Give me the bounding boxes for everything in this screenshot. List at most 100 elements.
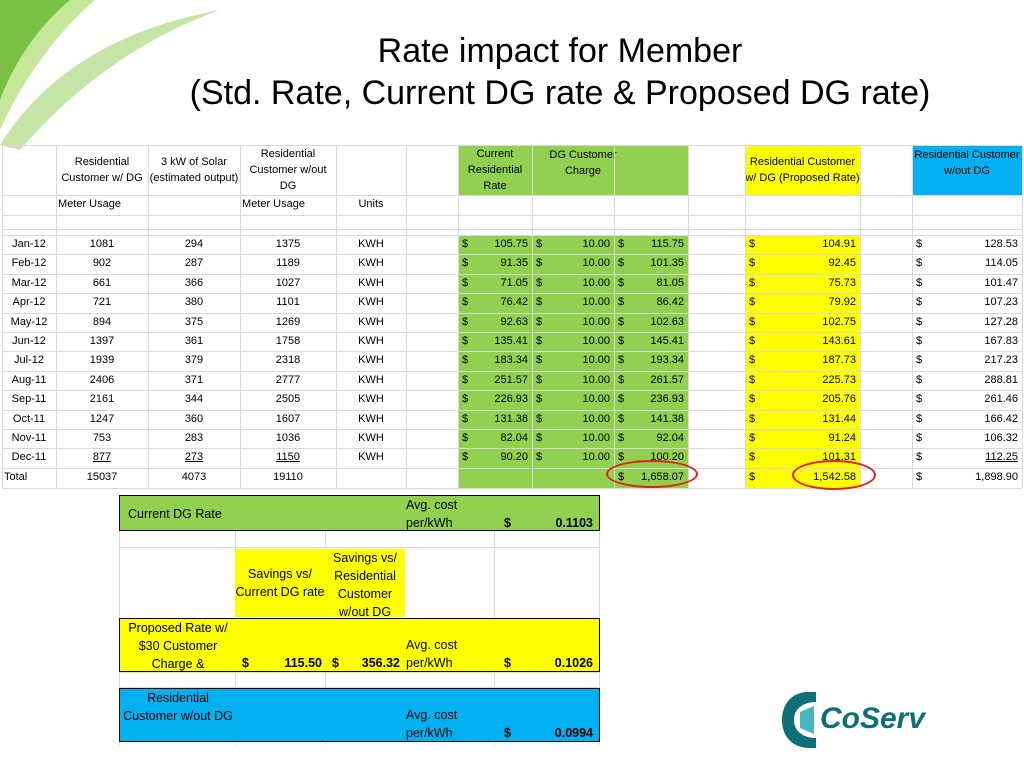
nodg-cell: 2318 <box>275 354 301 367</box>
std-bg: $166.42 <box>912 410 1022 429</box>
cur-value: 251.57 <box>494 373 528 386</box>
currency-symbol: $ <box>536 257 543 270</box>
prop-bg: $225.73 <box>745 370 860 391</box>
currency-symbol: $ <box>462 393 469 406</box>
currency-symbol: $ <box>462 315 469 328</box>
prop-bg: $104.91 <box>745 235 860 255</box>
dg-value: 10.00 <box>582 412 610 425</box>
cur-bg: $183.34 <box>458 351 532 371</box>
currency-symbol: $ <box>462 335 469 347</box>
title-line-2: (Std. Rate, Current DG rate & Proposed D… <box>189 74 931 112</box>
proposed-rate-label: Proposed Rate w/ $30 Customer Charge & <box>128 621 228 671</box>
cur-value: 135.41 <box>494 335 528 347</box>
title-line-1: Rate impact for Member <box>377 32 743 70</box>
tot-bg: $115.75 <box>614 235 688 255</box>
cur-value: 82.04 <box>500 432 528 444</box>
solar-cell: 360 <box>184 412 204 425</box>
std-value: 127.28 <box>984 315 1018 328</box>
tot-value: 141.38 <box>650 412 684 425</box>
cur-bg: $76.42 <box>458 293 532 313</box>
cur-bg: $91.35 <box>458 254 532 274</box>
prop-bg: $75.73 <box>745 273 860 294</box>
std-bg: $114.05 <box>912 254 1022 273</box>
month-cell: Jun-12 <box>12 335 46 347</box>
savings-vs-residential-label: Savings vs/ Residential Customer w/out D… <box>333 551 397 619</box>
currency-symbol: $ <box>618 373 625 386</box>
currency-symbol: $ <box>618 354 625 367</box>
tot-value: 102.63 <box>650 315 684 328</box>
tot-bg: $102.63 <box>614 312 688 332</box>
gridline <box>56 145 57 488</box>
gridline <box>2 467 1022 469</box>
currency-symbol: $ <box>536 393 543 406</box>
solar-cell: 371 <box>184 373 204 386</box>
currency-symbol: $ <box>749 315 756 328</box>
std-bg: $106.32 <box>912 429 1022 448</box>
solar-cell: 273 <box>184 451 204 464</box>
currency-symbol: $ <box>536 412 543 425</box>
dg-bg: $10.00 <box>532 370 614 391</box>
currency-symbol: $ <box>749 296 756 309</box>
prop-bg: $91.24 <box>745 429 860 449</box>
logo-text: CoServ <box>820 702 927 735</box>
gridline <box>240 145 241 488</box>
currency-symbol: $ <box>618 393 625 406</box>
units-cell: KWH <box>358 315 384 328</box>
tot-bg: $92.04 <box>614 429 688 449</box>
prop-value: 205.76 <box>822 393 856 406</box>
nodg-cell: 1027 <box>275 276 301 289</box>
prop-bg: $79.92 <box>745 293 860 313</box>
current-dg-rate-row: Current DG Rate Avg. cost per/kWh $ 0.11… <box>119 495 600 531</box>
savings-header-block: Savings vs/ Current DG rate Savings vs/ … <box>235 549 405 619</box>
std-value: 112.25 <box>985 451 1018 464</box>
total-nodg: 19110 <box>273 470 303 483</box>
header-res-dg: Residential Customer w/ DG <box>61 156 143 184</box>
tot-bg: $236.93 <box>614 390 688 410</box>
gridline <box>336 145 337 488</box>
usage-cell: 661 <box>92 276 112 289</box>
month-cell: Feb-12 <box>11 257 47 270</box>
coserv-logo: CoServ <box>782 692 927 748</box>
gridline <box>2 312 1022 314</box>
currency-symbol: $ <box>916 296 923 309</box>
month-cell: Jul-12 <box>14 354 44 367</box>
header-current-res-rate: Current Residential Rate <box>467 148 523 192</box>
currency-symbol: $ <box>749 412 756 425</box>
month-cell: Apr-12 <box>12 296 46 309</box>
cur-bg: $226.93 <box>458 390 532 410</box>
nodg-cell: 2505 <box>275 393 301 406</box>
gridline <box>458 145 459 488</box>
cur-value: 71.05 <box>500 276 528 289</box>
currency-symbol: $ <box>536 373 543 386</box>
currency-symbol: $ <box>916 393 923 406</box>
savings-res-value: 356.32 <box>361 656 400 670</box>
nodg-cell: 1036 <box>275 432 301 444</box>
currency-symbol: $ <box>536 354 543 367</box>
currency-symbol: $ <box>916 412 923 425</box>
solar-cell: 366 <box>184 276 204 289</box>
cur-value: 131.38 <box>494 412 528 425</box>
month-cell: Aug-11 <box>11 373 47 386</box>
tot-value: 193.34 <box>650 354 684 367</box>
currency-symbol: $ <box>916 470 923 483</box>
dg-value: 10.00 <box>582 257 610 270</box>
total-std-bg: $1,898.90 <box>912 468 1022 488</box>
solar-cell: 361 <box>184 335 204 347</box>
std-bg: $112.25 <box>912 448 1022 467</box>
avg-cost-label-1: Avg. cost per/kWh <box>406 498 458 530</box>
gridline <box>912 145 913 488</box>
currency-symbol: $ <box>536 296 543 309</box>
usage-cell: 2406 <box>89 373 115 386</box>
tot-bg: $193.34 <box>614 351 688 371</box>
gridline <box>2 215 1022 216</box>
avg-cost-label-2: Avg. cost per/kWh <box>406 638 458 670</box>
std-bg: $167.83 <box>912 332 1022 351</box>
currency-symbol: $ <box>749 335 756 347</box>
month-cell: Sep-11 <box>11 393 47 406</box>
gridline <box>860 145 861 488</box>
std-value: 107.23 <box>984 296 1018 309</box>
units-cell: KWH <box>358 412 384 425</box>
units-label: Units <box>358 198 384 210</box>
usage-cell: 894 <box>92 315 112 328</box>
avg-cost-label-3: Avg. cost per/kWh <box>406 708 458 740</box>
